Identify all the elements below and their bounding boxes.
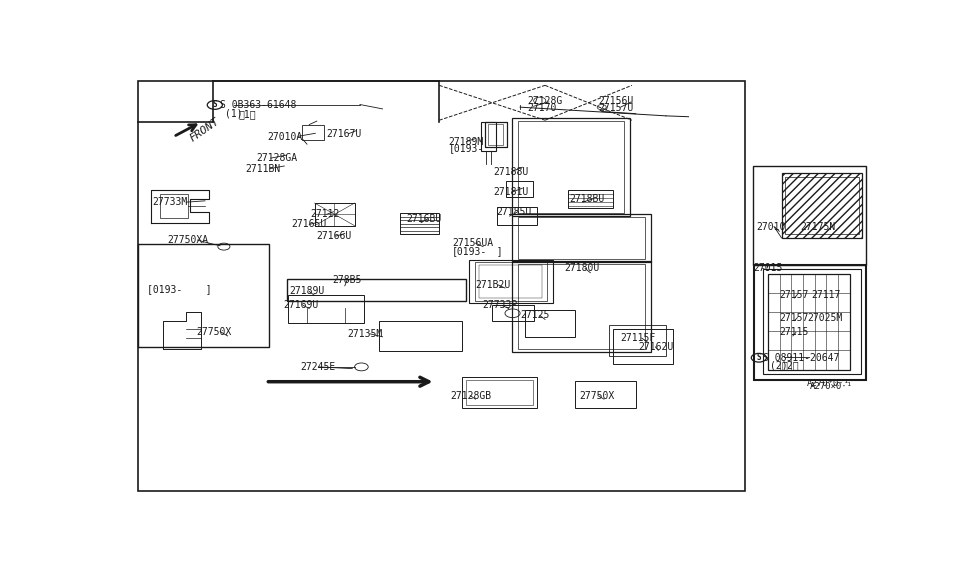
Bar [315, 203, 355, 226]
Text: S: S [213, 100, 217, 109]
Bar [378, 321, 462, 351]
Text: S 08911-20647: S 08911-20647 [762, 353, 839, 363]
Text: 271B2U: 271B2U [476, 280, 511, 290]
Text: 27733M: 27733M [152, 197, 187, 207]
Text: (1): (1) [225, 109, 243, 119]
Bar [481, 122, 496, 151]
Bar [485, 122, 507, 147]
Bar [782, 173, 862, 238]
Text: 27167U: 27167U [326, 129, 361, 139]
Text: 27157: 27157 [779, 312, 808, 323]
Text: ]: ] [485, 246, 502, 256]
Text: 2718BU: 2718BU [569, 194, 604, 204]
Text: 27180U: 27180U [565, 263, 600, 273]
Text: 27181U: 27181U [493, 187, 528, 197]
Bar [567, 190, 613, 208]
Bar [160, 194, 188, 218]
Text: 2716BU: 2716BU [406, 214, 442, 224]
Text: 27175N: 27175N [800, 222, 836, 232]
Text: 27165U: 27165U [292, 220, 327, 229]
Text: A270×0·¹: A270×0·¹ [809, 383, 852, 392]
Text: 27010: 27010 [757, 222, 786, 232]
Text: 27166U: 27166U [316, 231, 351, 241]
Bar [301, 125, 325, 140]
Bar [466, 380, 533, 405]
Text: A270*0·¹: A270*0·¹ [806, 379, 849, 388]
Bar [512, 214, 651, 262]
Text: 27015: 27015 [754, 263, 783, 273]
Bar [462, 378, 537, 408]
Text: 27156UA: 27156UA [452, 238, 493, 248]
Text: FRONT: FRONT [187, 115, 221, 143]
Bar [518, 264, 644, 349]
Text: 2711BN: 2711BN [246, 164, 281, 174]
Bar [785, 177, 859, 234]
Bar [526, 310, 575, 337]
Bar [480, 265, 542, 298]
Text: 27010A: 27010A [268, 132, 303, 142]
Bar [497, 207, 537, 225]
Text: 27733P: 27733P [483, 301, 518, 310]
Text: 27157: 27157 [779, 290, 808, 299]
Bar [470, 260, 553, 303]
Text: 27750X: 27750X [580, 391, 615, 401]
Bar [512, 260, 651, 352]
Bar [512, 118, 630, 216]
Text: 27115F: 27115F [621, 333, 656, 343]
Bar [609, 325, 666, 355]
Bar [488, 124, 503, 145]
Text: 27117: 27117 [811, 290, 840, 299]
Bar [575, 381, 636, 408]
Bar [506, 181, 533, 197]
Bar [475, 262, 547, 301]
Text: 27245E: 27245E [300, 362, 335, 372]
Text: 27189M: 27189M [448, 136, 484, 147]
Bar [768, 273, 849, 370]
Bar [138, 81, 745, 491]
Bar [518, 217, 644, 259]
Text: 27162U: 27162U [638, 342, 673, 352]
Text: 27185U: 27185U [496, 207, 531, 217]
Text: [0193-: [0193- [452, 246, 488, 256]
Text: 27125: 27125 [520, 311, 550, 320]
Bar [613, 329, 674, 365]
Bar [754, 265, 866, 380]
Text: 27128GA: 27128GA [256, 153, 297, 163]
Bar [138, 245, 269, 347]
Bar [518, 121, 624, 213]
Text: （1）: （1） [239, 109, 256, 119]
Bar [753, 166, 866, 265]
Text: 27115: 27115 [779, 328, 808, 337]
Bar [289, 294, 364, 323]
Bar [492, 306, 533, 321]
Text: （2）: （2） [782, 361, 800, 371]
Text: 27156U: 27156U [598, 96, 633, 106]
Text: 27188U: 27188U [493, 166, 528, 177]
Text: 27189U: 27189U [290, 286, 325, 297]
Text: 27128GB: 27128GB [450, 391, 491, 401]
Bar [287, 279, 466, 301]
Bar [400, 213, 439, 234]
Text: 27157U: 27157U [598, 104, 633, 113]
Text: S 0B363-61648: S 0B363-61648 [220, 100, 296, 110]
Text: 27750X: 27750X [196, 327, 231, 337]
Text: (2): (2) [769, 360, 788, 370]
Text: 27135M: 27135M [347, 329, 382, 339]
Text: [0193-: [0193- [448, 144, 484, 153]
Text: [0193-    ]: [0193- ] [147, 284, 212, 294]
Text: 27112: 27112 [310, 209, 339, 220]
Text: 27170: 27170 [526, 104, 557, 113]
Text: 27025M: 27025M [807, 312, 842, 323]
Text: 27750XA: 27750XA [168, 235, 209, 245]
Bar [763, 269, 861, 374]
Bar [485, 122, 507, 147]
Text: S: S [757, 353, 761, 362]
Text: 27169U: 27169U [284, 301, 319, 310]
Text: 278B5: 278B5 [332, 275, 362, 285]
Text: 27128G: 27128G [526, 96, 563, 106]
